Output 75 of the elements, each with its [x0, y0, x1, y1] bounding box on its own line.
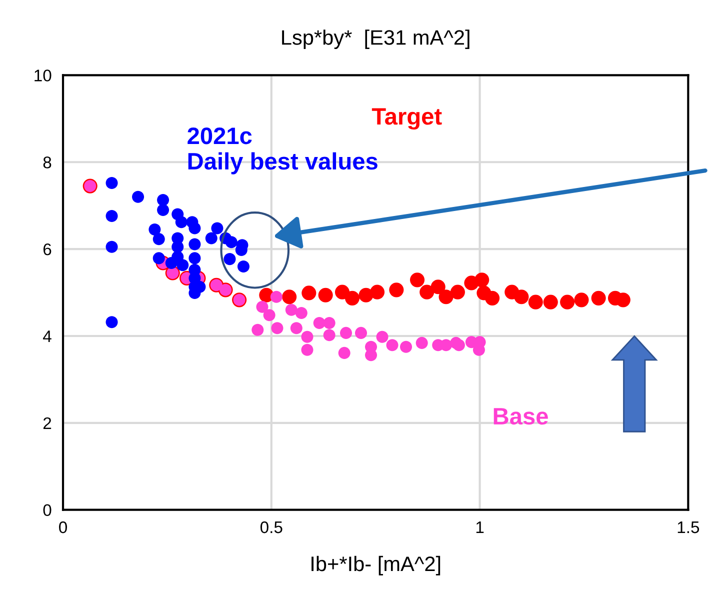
point: [313, 316, 326, 329]
point: [302, 286, 316, 300]
y-tick-label: 0: [43, 504, 52, 516]
point: [389, 282, 404, 298]
point: [152, 233, 165, 246]
point: [224, 253, 236, 266]
point: [485, 290, 500, 306]
point: [416, 336, 428, 349]
text: Base: [494, 408, 548, 425]
point: [430, 280, 446, 294]
point: [106, 176, 118, 190]
text: Target: [372, 108, 442, 130]
point: [157, 194, 170, 206]
point: [252, 324, 264, 336]
y-tick-label: 2: [43, 417, 52, 429]
point: [474, 272, 490, 288]
point: [188, 222, 201, 234]
point: [560, 294, 575, 310]
point: [514, 290, 529, 304]
point: [188, 238, 201, 250]
y-tick-label: 8: [43, 156, 52, 168]
point: [295, 306, 308, 319]
point: [420, 284, 434, 300]
point: [452, 339, 465, 352]
point: [543, 294, 558, 310]
point: [376, 330, 388, 343]
point: [175, 216, 188, 228]
point: [285, 304, 298, 316]
point: [157, 204, 170, 216]
point: [400, 340, 412, 353]
point: [574, 292, 589, 308]
point: [152, 252, 165, 264]
point: [591, 290, 606, 306]
point: [301, 330, 314, 343]
point: [370, 284, 385, 300]
x-tick-label: 1: [476, 522, 484, 534]
point: [237, 260, 250, 272]
series-label: 2021c Daily best values: [188, 127, 378, 174]
point: [450, 284, 465, 300]
point: [338, 346, 350, 359]
point: [271, 322, 284, 334]
point: [323, 316, 336, 329]
point: [106, 316, 118, 328]
point: [176, 259, 189, 272]
point: [354, 326, 368, 339]
point: [282, 290, 297, 304]
point: [528, 294, 543, 310]
point: [318, 288, 333, 302]
y-tick-label: 10: [34, 70, 52, 82]
point: [410, 272, 425, 288]
point: [438, 290, 454, 304]
point: [290, 322, 302, 334]
point: [386, 339, 398, 352]
point: [256, 300, 268, 313]
point: [270, 290, 282, 303]
point: [106, 210, 118, 222]
point: [132, 190, 144, 203]
y-tick-label: 4: [43, 330, 52, 342]
y-tick-label: 6: [43, 243, 52, 256]
point: [106, 240, 118, 253]
point: [301, 344, 314, 356]
point: [344, 290, 360, 306]
point: [225, 236, 238, 248]
point: [263, 309, 276, 322]
x-tick-label: 0.5: [260, 521, 282, 534]
point: [188, 252, 201, 264]
point: [148, 223, 161, 236]
point: [323, 329, 336, 342]
point: [205, 232, 218, 244]
x-tick-label: 1.5: [678, 522, 700, 534]
x-axis-title: Ib+*Ib- [mA^2]: [312, 556, 440, 576]
point: [340, 326, 352, 339]
x-tick-label: 0: [59, 521, 67, 534]
chart-title: Lsp*by* [E31 mA^2]: [282, 30, 470, 49]
point: [211, 222, 224, 234]
